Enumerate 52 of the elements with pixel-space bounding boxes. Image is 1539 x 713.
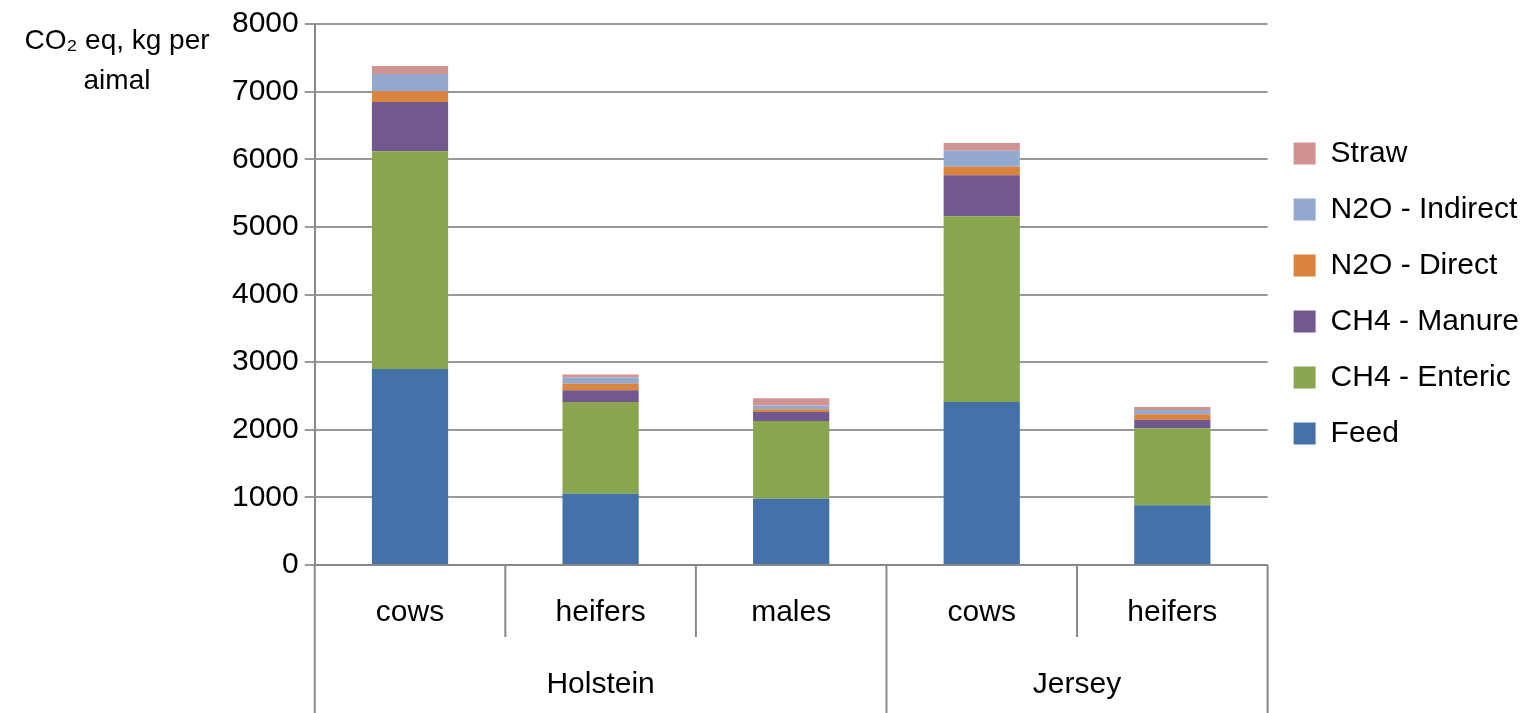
bar: [1134, 428, 1211, 506]
y-tick-label: 4000: [231, 275, 299, 309]
bar: [753, 411, 830, 422]
y-tick-label: 5000: [231, 208, 299, 242]
y-tick-label: 2000: [231, 411, 299, 445]
bar: [371, 151, 449, 369]
y-tick-label: 7000: [231, 72, 299, 106]
bar: [562, 390, 639, 403]
bar: [943, 143, 1020, 151]
y-tick-label: 3000: [231, 343, 299, 377]
bar: [371, 368, 449, 564]
y-tick-label: 0: [282, 546, 299, 580]
bar: [943, 175, 1020, 217]
bar: [943, 216, 1020, 403]
y-tick-label: 6000: [231, 140, 299, 174]
text: Holstein: [546, 666, 655, 700]
x-tick-label: cows: [375, 594, 445, 628]
y-tick-label: 8000: [231, 5, 299, 39]
bar: [943, 150, 1020, 167]
bar: [562, 383, 639, 391]
legend-label: N2O - Direct: [1330, 246, 1498, 280]
bar: [1134, 406, 1211, 410]
y-tick-label: 1000: [231, 478, 299, 512]
bar: [753, 498, 830, 564]
bar: [1134, 409, 1211, 415]
x-tick-label: heifers: [555, 594, 646, 628]
bar: [562, 377, 639, 384]
bar: [371, 73, 449, 92]
bar: [562, 493, 639, 564]
bar: [943, 402, 1020, 564]
bar: [562, 402, 639, 494]
bar: [1134, 414, 1211, 420]
legend-label: Feed: [1330, 414, 1399, 448]
x-tick-label: males: [751, 594, 832, 628]
bar: [753, 398, 830, 406]
y-axis-title: CO₂ eq, kg per aimal: [23, 23, 211, 97]
bar: [1134, 505, 1211, 564]
legend-label: CH4 - Manure: [1330, 302, 1520, 336]
bar: [753, 421, 830, 499]
bar: [1134, 419, 1211, 429]
x-tick-label: cows: [947, 594, 1016, 628]
bar: [371, 91, 449, 103]
bar: [371, 102, 449, 152]
legend-label: Straw: [1330, 134, 1408, 168]
bar: [371, 66, 449, 74]
text: Jersey: [1032, 666, 1122, 700]
bar: [753, 409, 830, 412]
x-tick-label: heifers: [1127, 594, 1218, 628]
bar: [562, 374, 639, 378]
legend-label: CH4 - Enteric: [1330, 358, 1511, 392]
legend-label: N2O - Indirect: [1330, 190, 1518, 224]
bar: [943, 166, 1020, 176]
